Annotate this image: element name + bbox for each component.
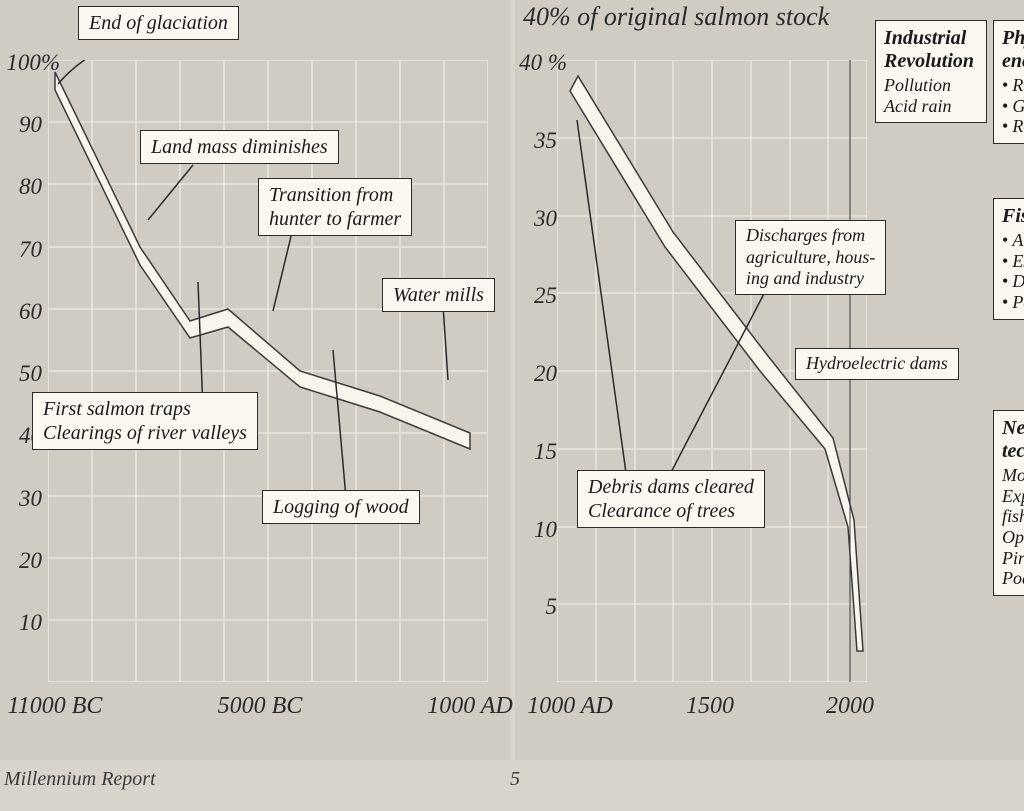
right-chart-panel: 40% of original salmon stock xyxy=(515,0,1024,760)
box-fishfarm: Fish farming Antibiotics Escapees Deseas… xyxy=(993,198,1024,320)
callout-glaciation: End of glaciation xyxy=(78,6,239,40)
box-fishing: New fishing techniques Monofilament nets… xyxy=(993,410,1024,596)
y-90: 90 xyxy=(0,112,42,138)
x-tick-5000bc: 5000 BC xyxy=(218,693,303,720)
x-1000ad: 1000 AD xyxy=(527,693,613,720)
box-fishfarm-b3: Desease xyxy=(1002,271,1024,292)
ry-15: 15 xyxy=(515,439,557,465)
y-20: 20 xyxy=(0,548,42,574)
box-fishing-title: New fishing techniques xyxy=(1002,417,1024,463)
box-industrial: Industrial Revolution Pollution Acid rai… xyxy=(875,20,987,123)
callout-logging: Logging of wood xyxy=(262,490,420,524)
y-10: 10 xyxy=(0,610,42,636)
x-1500: 1500 xyxy=(686,693,734,720)
right-leaders xyxy=(577,120,767,480)
box-physical: Physical encroachments River regulation … xyxy=(993,20,1024,144)
box-fishing-l2: Exploitation fishing xyxy=(1002,486,1024,527)
x-tick-1000ad: 1000 AD xyxy=(427,693,513,720)
y-30: 30 xyxy=(0,486,42,512)
footer-page: 5 xyxy=(510,768,520,791)
left-chart-panel: 11000 BC 5000 BC 1000 AD 100% 90 80 70 6… xyxy=(0,0,510,760)
footer-report: Millennium Report xyxy=(4,768,156,791)
box-physical-b2: Gravel extraction xyxy=(1002,96,1024,117)
ry-30: 30 xyxy=(515,206,557,232)
callout-landmass: Land mass diminishes xyxy=(140,130,339,164)
box-fishing-l1: Monofilament nets xyxy=(1002,465,1024,486)
box-industrial-l2: Acid rain xyxy=(884,96,978,117)
callout-transition: Transition from hunter to farmer xyxy=(258,178,412,236)
ry-25: 25 xyxy=(515,283,557,309)
callout-watermills: Water mills xyxy=(382,278,495,312)
callout-discharges: Discharges from agriculture, hous- ing a… xyxy=(735,220,886,295)
box-fishfarm-b1: Antibiotics xyxy=(1002,230,1024,251)
callout-hydro: Hydroelectric dams xyxy=(795,348,959,380)
box-fishing-l3: Open sea fishing xyxy=(1002,527,1024,548)
box-industrial-l1: Pollution xyxy=(884,75,978,96)
x-2000: 2000 xyxy=(826,693,874,720)
box-fishfarm-title: Fish farming xyxy=(1002,205,1024,228)
box-fishfarm-b4: Parasites xyxy=(1002,292,1024,313)
box-fishing-l4: Pirate fishing xyxy=(1002,548,1024,569)
x-tick-11000bc: 11000 BC xyxy=(8,693,103,720)
box-physical-b1: River regulation xyxy=(1002,75,1024,96)
callout-traps: First salmon traps Clearings of river va… xyxy=(32,392,258,450)
box-physical-b3: Road building xyxy=(1002,116,1024,137)
box-physical-title: Physical encroachments xyxy=(1002,27,1024,73)
y-80: 80 xyxy=(0,174,42,200)
ry-35: 35 xyxy=(515,128,557,154)
y-50: 50 xyxy=(0,361,42,387)
y-100: 100% xyxy=(0,50,60,76)
box-fishfarm-b2: Escapees xyxy=(1002,251,1024,272)
ry-40: 40 % xyxy=(515,50,567,76)
ry-10: 10 xyxy=(515,517,557,543)
box-industrial-title: Industrial Revolution xyxy=(884,27,978,73)
callout-debris: Debris dams cleared Clearance of trees xyxy=(577,470,765,528)
y-70: 70 xyxy=(0,237,42,263)
ry-20: 20 xyxy=(515,361,557,387)
y-60: 60 xyxy=(0,299,42,325)
right-title: 40% of original salmon stock xyxy=(523,2,829,32)
box-fishing-l5: Poaching xyxy=(1002,568,1024,589)
ry-5: 5 xyxy=(515,594,557,620)
